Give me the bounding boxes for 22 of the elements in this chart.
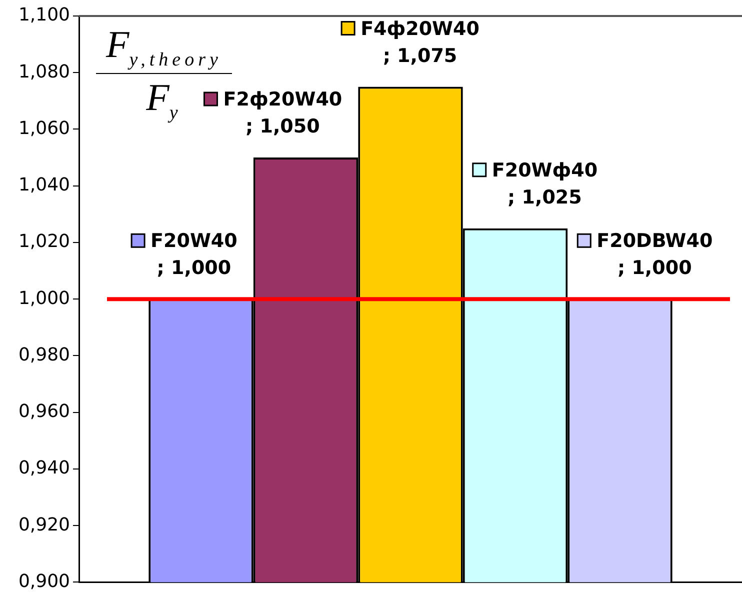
- data-label: ; 1,050: [246, 116, 320, 138]
- y-tick-label: 0,960: [18, 401, 70, 422]
- y-tick-label: 1,020: [18, 231, 70, 252]
- y-tick-label: 1,100: [18, 4, 70, 26]
- y-axis-title: F$_{y,theory}$ F$_{y}$: [104, 24, 223, 124]
- data-label: ; 1,075: [382, 44, 458, 67]
- y-tick-label: 1,060: [18, 118, 70, 139]
- y-tick-label: 0,920: [18, 514, 70, 536]
- y-tick-label: 0,980: [18, 344, 70, 366]
- legend-label: F2ф20W40: [223, 88, 342, 111]
- y-tick-label: 1,040: [18, 174, 70, 196]
- y-tick-label: 1,000: [18, 288, 70, 309]
- y-tick-label: 1,080: [18, 61, 70, 82]
- data-label: ; 1,025: [508, 186, 582, 208]
- y-tick-label: 0,940: [18, 458, 70, 479]
- data-label: ; 1,000: [617, 257, 692, 280]
- legend-label: F20DBW40: [596, 230, 713, 252]
- y-tick-label: 0,900: [18, 570, 70, 592]
- legend-label: F20W40: [150, 230, 238, 252]
- data-label: ; 1,000: [156, 257, 232, 280]
- legend-label: F4ф20W40: [360, 18, 480, 40]
- legend-label: F20Wф40: [492, 159, 598, 182]
